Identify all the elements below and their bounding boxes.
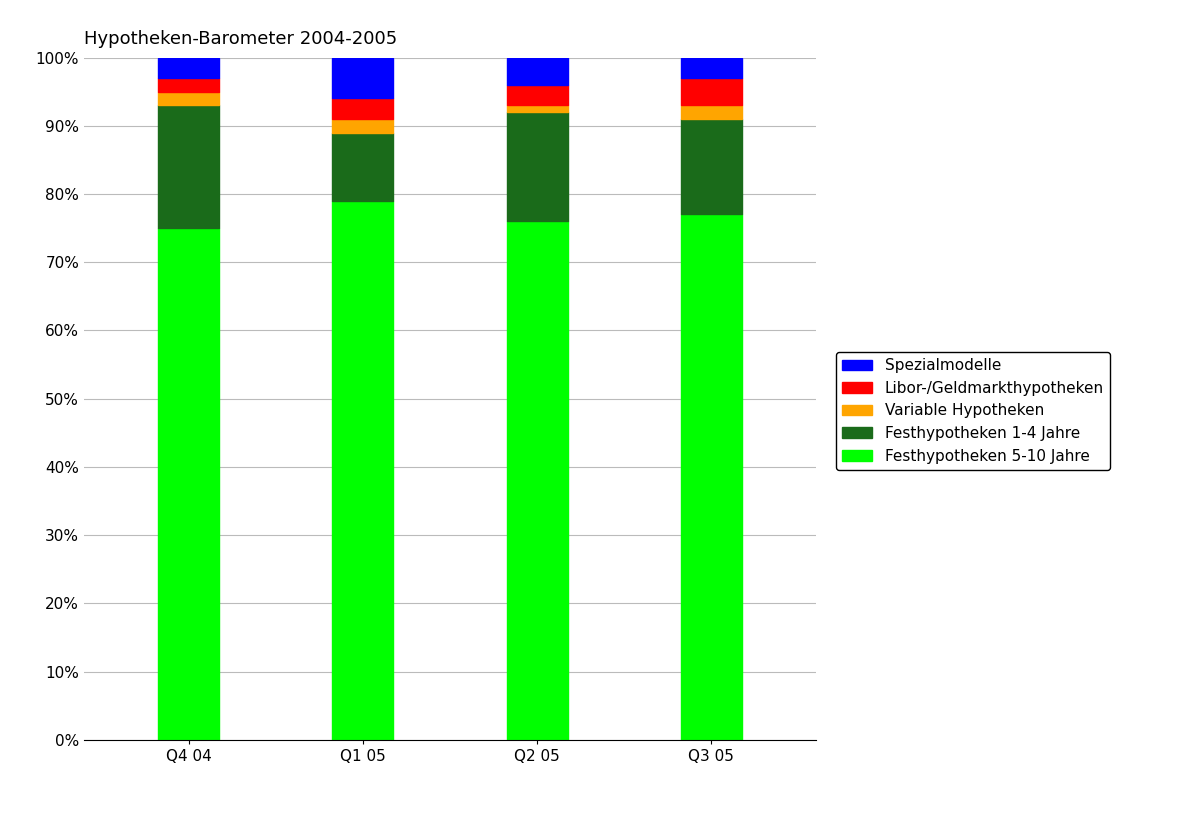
Bar (332, 201, 394, 740)
Bar (158, 91, 220, 105)
Bar (680, 58, 742, 78)
Bar (158, 58, 220, 78)
Bar (332, 99, 394, 119)
Bar (332, 119, 394, 132)
Bar (680, 105, 742, 119)
Legend: Spezialmodelle, Libor-/Geldmarkthypotheken, Variable Hypotheken, Festhypotheken : Spezialmodelle, Libor-/Geldmarkthypothek… (835, 352, 1110, 470)
Bar (506, 112, 568, 221)
Text: Hypotheken-Barometer 2004-2005: Hypotheken-Barometer 2004-2005 (84, 30, 397, 48)
Bar (680, 78, 742, 105)
Bar (332, 132, 394, 201)
Bar (506, 105, 568, 112)
Bar (158, 78, 220, 91)
Bar (506, 85, 568, 105)
Bar (332, 58, 394, 99)
Bar (158, 228, 220, 740)
Bar (506, 221, 568, 740)
Bar (506, 58, 568, 85)
Bar (680, 215, 742, 740)
Bar (158, 105, 220, 228)
Bar (680, 119, 742, 215)
